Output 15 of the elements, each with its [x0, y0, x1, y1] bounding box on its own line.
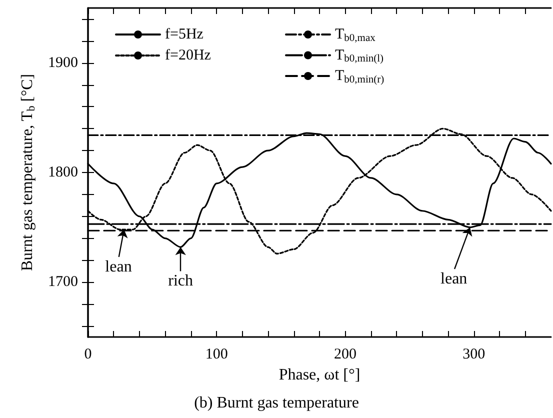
x-tick-label: 200 — [334, 346, 356, 362]
x-axis-title: Phase, ωt [°] — [278, 366, 360, 384]
y-tick-label: 1800 — [48, 164, 78, 180]
legend-label: f=5Hz — [165, 26, 204, 42]
y-tick-label: 1900 — [48, 54, 78, 71]
legend-label: f=20Hz — [165, 48, 212, 64]
y-axis-title: Burnt gas temperature, Tb [°C] — [19, 74, 38, 271]
x-tick-label: 300 — [462, 346, 486, 362]
x-tick-label: 0 — [84, 346, 92, 362]
x-tick-label: 100 — [205, 346, 228, 362]
annotation: rich — [168, 272, 194, 290]
annotation: lean — [440, 270, 468, 288]
annotation: lean — [105, 258, 132, 276]
y-tick-label: 1700 — [48, 274, 78, 290]
text: (b) Burnt gas temperature — [194, 394, 359, 412]
